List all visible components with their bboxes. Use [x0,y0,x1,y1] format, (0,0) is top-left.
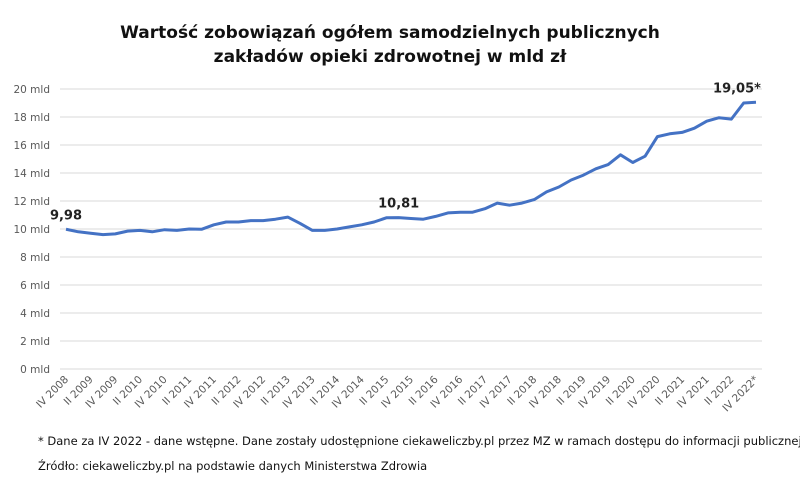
y-tick-label: 8 mld [20,252,50,264]
data-label: 10,81 [378,197,419,212]
chart-title: Wartość zobowiązań ogółem samodzielnych … [120,23,660,43]
y-tick-label: 0 mld [20,364,50,376]
x-tick-label: IV 2008 [34,374,71,411]
footnote: Źródło: ciekaweliczby.pl na podstawie da… [38,458,427,473]
y-tick-label: 20 mld [13,84,50,96]
data-label: 9,98 [50,208,82,223]
y-tick-label: 18 mld [13,112,50,124]
y-tick-label: 16 mld [13,140,50,152]
y-tick-label: 14 mld [13,168,50,180]
y-tick-label: 2 mld [20,336,50,348]
y-tick-label: 6 mld [20,280,50,292]
y-tick-label: 10 mld [13,224,50,236]
data-line [65,100,757,237]
chart-title: zakładów opieki zdrowotnej w mld zł [214,47,567,67]
y-tick-label: 12 mld [13,196,50,208]
footnote: * Dane za IV 2022 - dane wstępne. Dane z… [38,434,800,448]
y-tick-label: 4 mld [20,308,50,320]
data-label: 19,05* [713,81,761,96]
